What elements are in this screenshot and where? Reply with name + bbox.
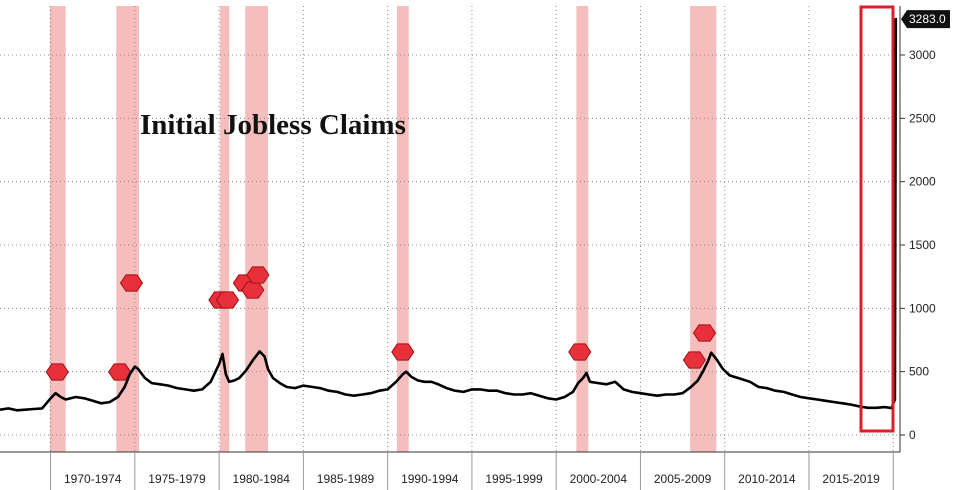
recession-band <box>219 6 230 452</box>
recession-band <box>116 6 140 452</box>
recession-marker <box>241 281 265 299</box>
series <box>0 17 898 412</box>
recession-band <box>245 6 268 452</box>
recession-marker <box>682 351 707 369</box>
last-value-label: 3283.0 <box>909 12 946 26</box>
recession-band <box>49 6 66 452</box>
x-tick-label: 2010-2014 <box>738 472 796 486</box>
recession-marker <box>391 343 415 361</box>
x-tick-label: 1995-1999 <box>485 472 543 486</box>
x-tick-label: 2015-2019 <box>822 472 880 486</box>
x-tick-label: 1985-1989 <box>317 472 375 486</box>
y-tick-label: 0 <box>909 428 916 442</box>
recession-band <box>396 6 409 452</box>
recession-marker <box>215 291 240 309</box>
recession-marker <box>119 274 144 292</box>
recession-marker <box>108 363 132 381</box>
series-line <box>0 17 898 412</box>
chart-title: Initial Jobless Claims <box>140 109 406 141</box>
x-tick-label: 1980-1984 <box>233 472 291 486</box>
y-tick-label: 500 <box>909 365 929 379</box>
recession-bands <box>49 6 717 452</box>
x-tick-label: 2005-2009 <box>654 472 712 486</box>
recession-marker <box>45 363 69 381</box>
recession-marker <box>568 343 592 361</box>
highlight: 3283.0 <box>859 5 950 433</box>
recession-band <box>576 6 589 452</box>
recession-marker <box>692 324 717 342</box>
recession-marker <box>246 266 270 284</box>
recession-band <box>690 6 717 452</box>
y-tick-label: 1500 <box>909 238 936 252</box>
recession-markers <box>45 266 717 381</box>
x-tick-label: 1990-1994 <box>401 472 459 486</box>
x-tick-label: 1970-1974 <box>64 472 122 486</box>
y-tick-label: 1000 <box>909 301 936 315</box>
y-tick-label: 2000 <box>909 175 936 189</box>
x-axis: 1970-1974 1975-1979 1980-1984 1985-1989 1990… <box>0 451 900 490</box>
y-tick-label: 3000 <box>909 48 936 62</box>
y-tick-label: 2500 <box>909 111 936 125</box>
y-axis: 0 500 1000 1500 2000 2500 3000 <box>899 6 936 452</box>
x-tick-label: 1975-1979 <box>148 472 206 486</box>
last-value-tag <box>901 10 950 29</box>
highlight-box <box>859 5 895 433</box>
x-tick-label: 2000-2004 <box>570 472 628 486</box>
